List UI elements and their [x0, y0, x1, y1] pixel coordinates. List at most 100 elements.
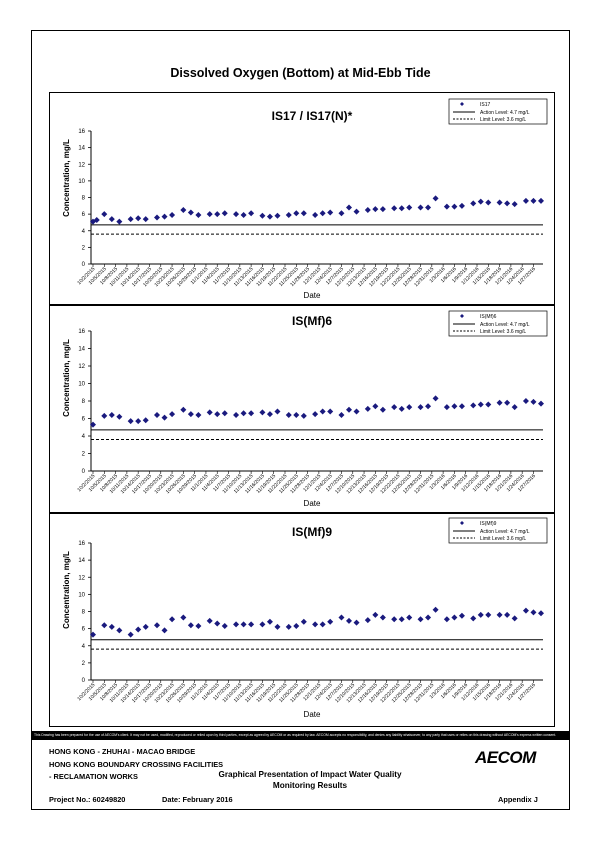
legend-series-label: IS17	[480, 102, 491, 108]
data-point	[135, 215, 142, 222]
data-point	[206, 409, 213, 416]
data-point	[293, 210, 300, 217]
data-point	[327, 209, 334, 216]
data-point	[477, 611, 484, 618]
data-point	[364, 617, 371, 624]
y-tick-label: 0	[82, 678, 86, 684]
data-point	[285, 412, 292, 418]
y-tick-label: 8	[82, 610, 86, 616]
data-point	[327, 618, 334, 625]
legend-limit-label: Limit Level: 3.6 mg/L	[480, 329, 526, 335]
data-point	[425, 614, 432, 621]
y-tick-label: 8	[82, 399, 86, 405]
data-point	[417, 404, 424, 411]
data-point	[458, 403, 465, 410]
data-point	[511, 615, 518, 622]
aecom-logo: AECOM	[475, 748, 536, 767]
data-point	[169, 411, 176, 418]
data-point	[240, 211, 247, 218]
y-tick-label: 16	[78, 129, 85, 135]
data-point	[259, 621, 266, 628]
data-point	[417, 204, 424, 211]
data-point	[127, 631, 134, 638]
page-frame	[31, 30, 570, 810]
data-point	[116, 413, 123, 420]
data-point	[538, 197, 544, 204]
data-point	[372, 403, 379, 410]
data-point	[300, 412, 307, 419]
y-tick-label: 6	[82, 627, 86, 633]
data-point	[116, 627, 123, 634]
data-point	[154, 412, 160, 418]
data-point	[169, 211, 176, 218]
data-point	[180, 206, 187, 213]
data-point	[496, 399, 503, 406]
document-date: Date: February 2016	[162, 795, 233, 804]
data-point	[379, 206, 386, 213]
data-point	[398, 616, 405, 623]
data-point	[538, 610, 544, 617]
data-point	[496, 199, 503, 206]
data-point	[187, 411, 194, 418]
data-point	[206, 617, 213, 624]
legend-action-label: Action Level: 4.7 mg/L	[480, 322, 530, 328]
y-tick-label: 0	[82, 469, 86, 475]
data-point	[496, 611, 503, 618]
data-point	[293, 412, 300, 418]
y-tick-label: 16	[78, 541, 85, 547]
chart-panel-2	[49, 305, 555, 513]
y-tick-label: 10	[78, 179, 85, 185]
data-point	[443, 616, 450, 623]
data-point	[522, 607, 529, 614]
data-point	[274, 408, 281, 415]
data-point	[221, 210, 228, 217]
data-point	[116, 218, 123, 225]
y-tick-label: 12	[78, 364, 85, 370]
appendix-label: Appendix J	[498, 795, 538, 804]
y-tick-label: 0	[82, 262, 86, 268]
data-point	[504, 200, 511, 207]
data-point	[319, 408, 326, 415]
data-point	[338, 210, 345, 217]
y-tick-label: 2	[82, 661, 86, 667]
data-point	[248, 410, 255, 417]
project-name-line3: - RECLAMATION WORKS	[49, 772, 138, 781]
data-point	[274, 212, 281, 219]
chart-title: IS(Mf)6	[292, 314, 332, 328]
project-name-line1: HONG KONG - ZHUHAI - MACAO BRIDGE	[49, 747, 196, 756]
data-point	[319, 210, 326, 217]
data-point	[511, 201, 518, 208]
x-axis-label: Date	[304, 499, 321, 508]
y-axis-label: Concentration, mg/L	[62, 551, 71, 629]
data-point	[312, 621, 319, 628]
data-point	[364, 405, 371, 412]
y-tick-label: 6	[82, 212, 86, 218]
data-point	[195, 412, 202, 418]
data-point	[161, 414, 168, 421]
y-tick-label: 8	[82, 196, 86, 202]
data-point	[233, 412, 240, 418]
data-point	[432, 395, 439, 402]
data-point	[338, 412, 345, 418]
data-point	[530, 609, 537, 616]
legend-action-label: Action Level: 4.7 mg/L	[480, 110, 530, 116]
legend-limit-label: Limit Level: 3.6 mg/L	[480, 117, 526, 123]
chart-title: IS17 / IS17(N)*	[272, 109, 353, 123]
data-point	[108, 623, 115, 630]
legend-marker	[460, 314, 464, 318]
data-point	[154, 214, 160, 221]
data-point	[248, 621, 255, 628]
data-point	[195, 211, 202, 218]
data-point	[248, 210, 255, 217]
data-point	[391, 205, 398, 212]
data-point	[240, 621, 247, 628]
data-point	[206, 211, 213, 218]
data-point	[142, 417, 149, 424]
y-tick-label: 6	[82, 417, 86, 423]
data-point	[187, 622, 194, 629]
x-axis-label: Date	[304, 710, 321, 719]
data-point	[372, 206, 379, 213]
legend-series-label: IS(Mf)6	[480, 314, 497, 320]
y-tick-label: 14	[78, 347, 85, 353]
